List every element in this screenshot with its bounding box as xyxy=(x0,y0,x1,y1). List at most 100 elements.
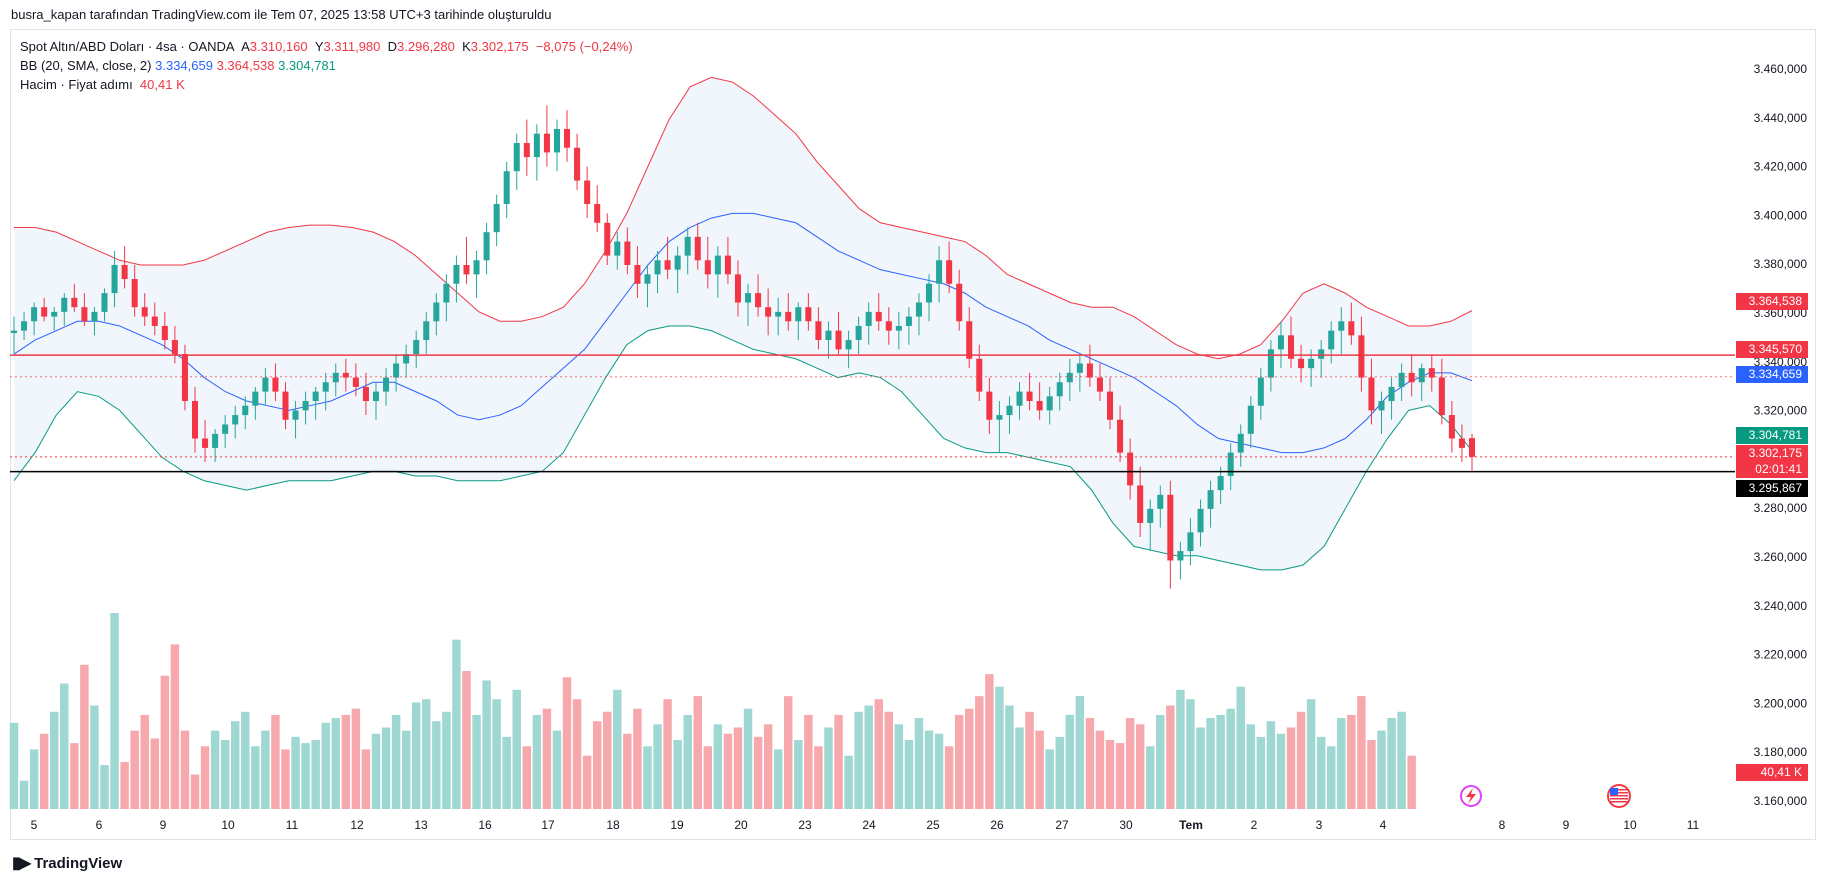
candle-body xyxy=(584,180,591,205)
volume-bar xyxy=(291,736,300,809)
volume-bar xyxy=(422,699,431,809)
candle-body xyxy=(312,391,319,401)
y-tick-label: 3.400,000 xyxy=(1754,208,1808,222)
candle-body xyxy=(775,311,782,317)
volume-bar xyxy=(1176,689,1185,809)
x-tick-label: 10 xyxy=(221,818,235,832)
legend-symbol-row[interactable]: Spot Altın/ABD Doları · 4sa · OANDA A3.3… xyxy=(20,37,633,56)
candle-body xyxy=(1398,372,1405,387)
candle-body xyxy=(443,283,450,303)
candle-body xyxy=(1197,508,1204,533)
candle-body xyxy=(1318,349,1325,359)
candle-body xyxy=(835,330,842,350)
volume-bar xyxy=(482,680,491,809)
x-tick-label: 5 xyxy=(31,818,38,832)
x-tick-label: 27 xyxy=(1055,818,1069,832)
volume-bar xyxy=(542,708,552,809)
candle-body xyxy=(966,321,973,359)
bb-label[interactable]: BB (20, SMA, close, 2) xyxy=(20,58,152,73)
volume-bar xyxy=(361,749,371,809)
candle-body xyxy=(765,307,772,317)
candle-body xyxy=(714,255,721,275)
candle-body xyxy=(181,354,188,401)
brand-name: TradingView xyxy=(34,854,123,872)
volume-bar xyxy=(130,730,139,809)
candle-body xyxy=(1147,508,1154,523)
candle-body xyxy=(1458,438,1465,448)
volume-bar xyxy=(603,711,612,809)
tradingview-logo[interactable]: ▮▶ TradingView xyxy=(12,853,122,873)
volume-bar xyxy=(502,736,511,809)
candle-body xyxy=(1227,452,1234,477)
volume-bar xyxy=(623,733,632,809)
volume-bar xyxy=(1347,714,1356,809)
volume-bar xyxy=(39,733,49,809)
volume-bar xyxy=(1397,711,1406,809)
volume-bar xyxy=(723,733,733,809)
x-tick-label: 24 xyxy=(862,818,876,832)
candle-body xyxy=(1257,377,1264,406)
volume-bar xyxy=(1045,749,1054,809)
x-tick-label: 25 xyxy=(926,818,940,832)
candle-body xyxy=(1096,377,1103,392)
volume-bar xyxy=(673,740,682,809)
volume-bar xyxy=(19,780,29,809)
volume-bar xyxy=(492,699,501,809)
candle-body xyxy=(1368,377,1375,411)
volume-bar xyxy=(1387,718,1396,809)
chart-legend: Spot Altın/ABD Doları · 4sa · OANDA A3.3… xyxy=(20,37,633,94)
candle-body xyxy=(10,330,18,333)
candle-body xyxy=(905,316,912,326)
volume-value: 40,41 K xyxy=(139,77,185,92)
volume-bar xyxy=(271,714,280,809)
us-flag-event-icon[interactable] xyxy=(1607,784,1631,808)
volume-price-tag: 40,41 K xyxy=(1736,764,1808,781)
black-line-price-tag: 3.295,867 xyxy=(1736,480,1808,497)
candle-body xyxy=(423,321,430,341)
candle-body xyxy=(322,382,329,392)
candle-body xyxy=(1207,490,1214,509)
volume-label[interactable]: Hacim · Fiyat adımı xyxy=(20,77,133,92)
candle-body xyxy=(282,391,289,420)
bb-upper-value: 3.364,538 xyxy=(216,58,275,73)
candle-body xyxy=(694,236,701,261)
candle-body xyxy=(121,264,128,280)
volume-bar xyxy=(29,749,39,809)
volume-bar xyxy=(401,730,411,809)
x-tick-label: 26 xyxy=(990,818,1004,832)
x-tick-label: 30 xyxy=(1119,818,1133,832)
candle-body xyxy=(1056,382,1063,397)
candle-body xyxy=(141,307,148,317)
candle-body xyxy=(151,316,158,326)
candle-body xyxy=(1298,358,1305,369)
legend-bb-row[interactable]: BB (20, SMA, close, 2) 3.334,659 3.364,5… xyxy=(20,56,633,75)
volume-bar xyxy=(371,733,381,809)
horizontal-lines xyxy=(10,354,1735,473)
y-tick-label: 3.440,000 xyxy=(1754,111,1808,125)
volume-bar xyxy=(643,746,652,809)
volume-bar xyxy=(140,714,149,809)
candle-body xyxy=(21,321,28,331)
lightning-event-icon[interactable] xyxy=(1460,785,1482,807)
x-tick-label: 19 xyxy=(670,818,684,832)
volume-bar xyxy=(190,774,200,809)
candle-body xyxy=(171,340,178,355)
candle-body xyxy=(71,297,78,308)
volume-bar xyxy=(351,708,361,809)
volume-bar xyxy=(432,721,441,809)
candle-body xyxy=(825,330,832,341)
candle-body xyxy=(1016,391,1023,406)
x-tick-label: 10 xyxy=(1623,818,1637,832)
chart-frame[interactable] xyxy=(10,29,1816,840)
candle-body xyxy=(1358,335,1365,378)
volume-bar xyxy=(633,708,642,809)
candle-body xyxy=(795,307,802,322)
volume-bar xyxy=(321,722,330,809)
volume-bar xyxy=(70,743,79,809)
candle-body xyxy=(433,302,440,322)
symbol-title[interactable]: Spot Altın/ABD Doları · 4sa · OANDA xyxy=(20,39,234,54)
legend-volume-row[interactable]: Hacim · Fiyat adımı 40,41 K xyxy=(20,75,633,94)
candle-body xyxy=(1468,438,1476,457)
candle-body xyxy=(222,424,229,434)
